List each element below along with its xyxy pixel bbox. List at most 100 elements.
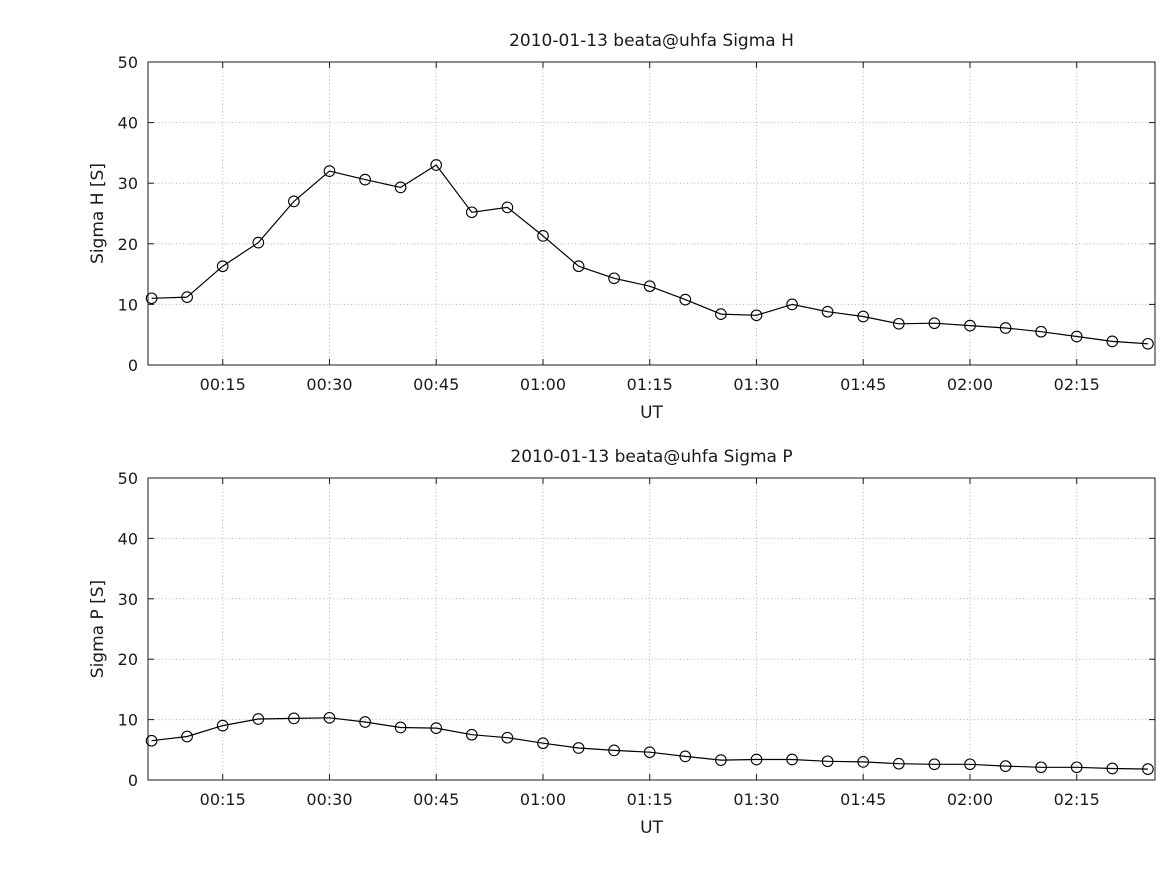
data-point-marker	[537, 737, 549, 750]
data-point-marker	[181, 291, 193, 303]
data-point-marker	[821, 755, 834, 768]
data-point-marker	[359, 716, 371, 728]
data-point-marker	[964, 319, 976, 332]
data-point-marker	[892, 757, 905, 770]
x-tick-label: 01:45	[840, 790, 886, 809]
y-tick-label: 50	[118, 53, 138, 72]
y-tick-label: 0	[128, 771, 138, 790]
data-point-marker	[501, 201, 514, 214]
data-point-marker	[465, 728, 478, 741]
data-point-marker	[999, 760, 1012, 772]
y-axis-label: Sigma H [S]	[88, 163, 108, 264]
data-point-marker	[750, 753, 763, 766]
data-point-marker	[394, 181, 407, 194]
x-tick-label: 01:00	[520, 375, 566, 394]
x-tick-label: 00:30	[306, 790, 352, 809]
y-tick-label: 40	[118, 529, 138, 548]
chart-title: 2010-01-13 beata@uhfa Sigma P	[510, 447, 792, 467]
x-tick-label: 01:45	[840, 375, 886, 394]
axes-box	[147, 477, 1156, 781]
data-point-marker	[181, 730, 193, 743]
data-point-marker	[359, 173, 371, 186]
sigma-h-chart: 00:15 00:30 00:45 01:00 01:15 01:30 01:45 02:00…	[88, 31, 1156, 423]
x-tick-label: 02:00	[947, 375, 993, 394]
x-tick-label: 00:45	[413, 375, 459, 394]
data-point-marker	[1070, 761, 1083, 774]
data-point-marker	[1035, 325, 1047, 338]
x-tick-label: 02:15	[1054, 790, 1100, 809]
data-point-marker	[679, 293, 692, 306]
data-point-marker	[608, 272, 620, 285]
data-point-marker	[1070, 330, 1083, 343]
data-point-marker	[821, 305, 834, 318]
data-point-marker	[715, 754, 727, 766]
x-tick-label: 00:15	[200, 375, 246, 394]
x-tick-label: 01:15	[627, 375, 673, 394]
data-point-marker	[323, 165, 336, 177]
sigma-h-series-line	[151, 164, 1148, 345]
x-tick-label: 01:15	[627, 790, 673, 809]
data-point-marker	[892, 317, 905, 330]
x-axis-label: UT	[640, 818, 663, 838]
data-point-marker	[1106, 762, 1119, 775]
sigma-p-chart: 00:15 00:30 00:45 01:00 01:15 01:30 01:45 02:00…	[88, 447, 1156, 838]
data-point-marker	[857, 310, 870, 323]
data-point-marker	[750, 309, 763, 322]
y-tick-label: 50	[118, 469, 138, 488]
data-point-marker	[608, 744, 620, 757]
y-tick-label: 10	[118, 711, 138, 730]
data-point-marker	[999, 322, 1012, 334]
axes-box	[147, 61, 1156, 366]
x-tick-label: 00:45	[413, 790, 459, 809]
data-point-marker	[252, 236, 265, 249]
data-point-marker	[643, 280, 656, 293]
data-point-marker	[572, 260, 585, 273]
data-point-marker	[430, 722, 443, 734]
x-tick-label: 01:30	[733, 790, 779, 809]
x-tick-label: 02:00	[947, 790, 993, 809]
y-tick-label: 10	[118, 295, 138, 314]
x-axis-label: UT	[640, 403, 663, 423]
y-tick-label: 20	[118, 235, 138, 254]
chart-title: 2010-01-13 beata@uhfa Sigma H	[509, 31, 794, 51]
y-axis-label: Sigma P [S]	[88, 580, 108, 678]
data-point-marker	[572, 742, 585, 754]
y-tick-label: 40	[118, 114, 138, 133]
y-tick-label: 0	[128, 356, 138, 375]
data-point-marker	[1142, 763, 1154, 775]
x-tick-label: 00:30	[306, 375, 352, 394]
data-point-marker	[715, 308, 727, 320]
data-point-marker	[679, 750, 692, 763]
sigma-p-series-line	[151, 717, 1148, 770]
y-tick-label: 20	[118, 650, 138, 669]
data-point-marker	[537, 230, 549, 242]
data-point-marker	[1106, 335, 1119, 348]
data-point-marker	[786, 753, 798, 766]
data-point-marker	[145, 734, 158, 747]
data-point-marker	[288, 712, 300, 725]
x-tick-label: 00:15	[200, 790, 246, 809]
data-point-marker	[1035, 761, 1047, 774]
data-point-marker	[394, 721, 407, 734]
data-point-marker	[964, 758, 976, 771]
data-point-marker	[216, 719, 229, 732]
data-point-marker	[430, 159, 443, 171]
data-point-marker	[501, 731, 514, 744]
data-point-marker	[643, 746, 656, 759]
data-point-marker	[323, 711, 336, 724]
data-point-marker	[288, 195, 300, 208]
x-tick-label: 02:15	[1054, 375, 1100, 394]
data-point-marker	[252, 713, 265, 725]
data-point-marker	[928, 317, 941, 330]
y-tick-label: 30	[118, 174, 138, 193]
data-point-marker	[145, 292, 158, 305]
data-point-marker	[928, 758, 941, 771]
x-tick-label: 01:00	[520, 790, 566, 809]
x-tick-label: 01:30	[733, 375, 779, 394]
y-tick-label: 30	[118, 590, 138, 609]
data-point-marker	[1142, 337, 1154, 350]
data-point-marker	[857, 756, 870, 768]
data-point-marker	[216, 260, 229, 273]
